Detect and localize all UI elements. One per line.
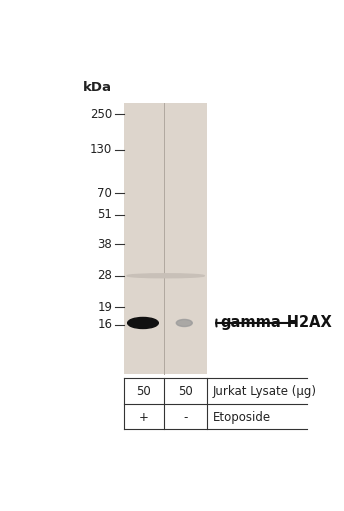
Text: kDa: kDa <box>83 81 112 94</box>
Text: +: + <box>139 411 149 424</box>
Text: 28: 28 <box>97 269 112 282</box>
Text: 50: 50 <box>178 385 193 399</box>
Ellipse shape <box>176 319 192 327</box>
Text: gamma-H2AX: gamma-H2AX <box>220 315 332 331</box>
Text: Jurkat Lysate (μg): Jurkat Lysate (μg) <box>213 385 317 399</box>
Text: 50: 50 <box>137 385 151 399</box>
Text: 250: 250 <box>90 108 112 121</box>
Text: 38: 38 <box>98 238 112 251</box>
Text: -: - <box>183 411 187 424</box>
Text: 51: 51 <box>97 208 112 221</box>
Text: 130: 130 <box>90 144 112 156</box>
Ellipse shape <box>128 317 158 329</box>
Bar <box>124 103 207 374</box>
Ellipse shape <box>127 274 204 278</box>
Text: 16: 16 <box>97 318 112 332</box>
Text: 70: 70 <box>97 187 112 200</box>
Text: Etoposide: Etoposide <box>213 411 271 424</box>
Text: 19: 19 <box>97 301 112 314</box>
